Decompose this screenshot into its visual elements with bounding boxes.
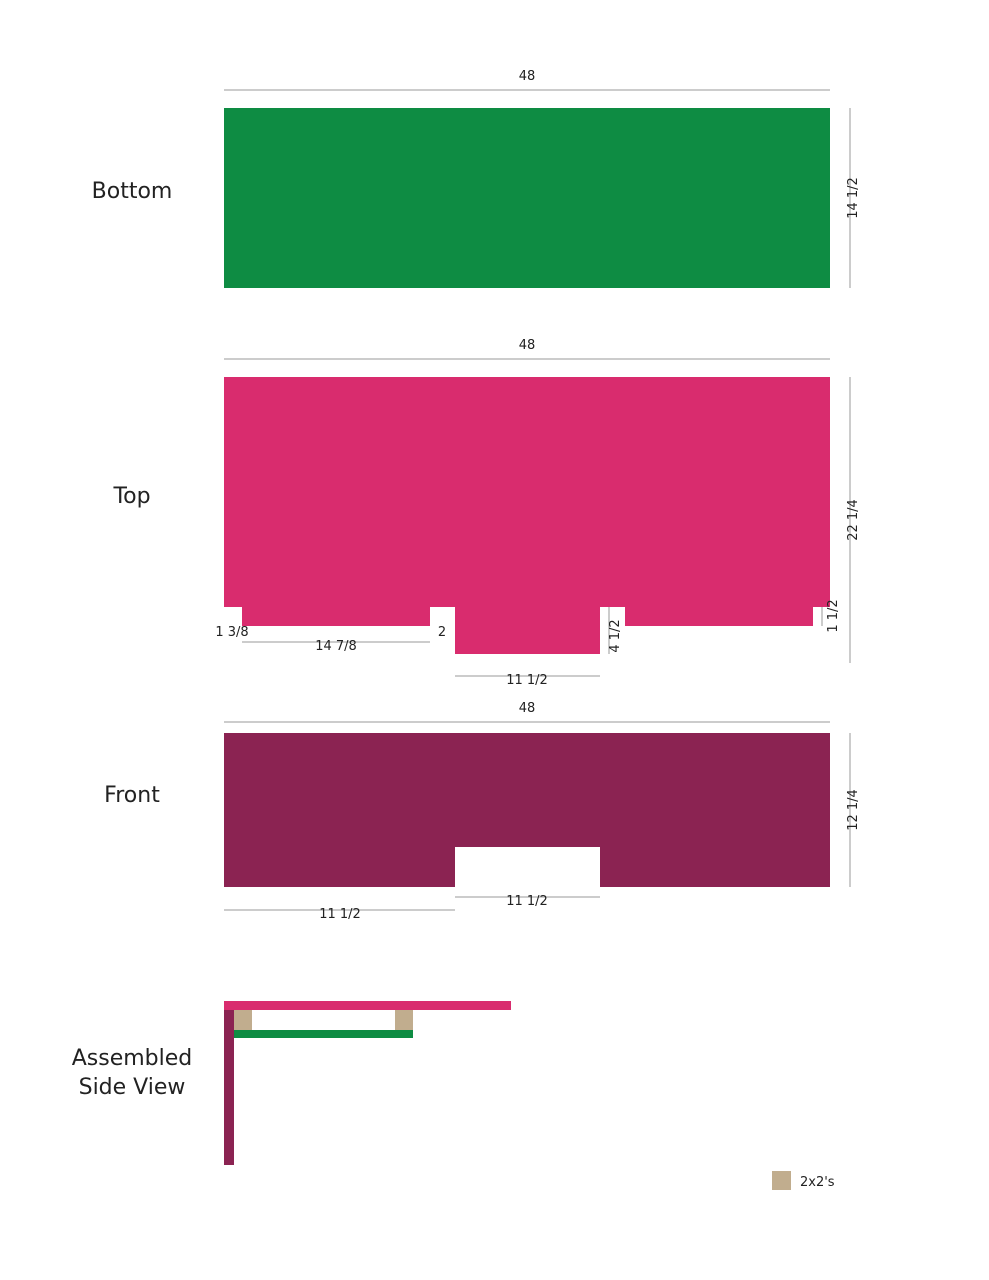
top-title: Top: [112, 484, 150, 509]
top-gap-label: 2: [438, 625, 446, 640]
assembled-title-line2: Side View: [79, 1075, 186, 1100]
bottom-panel: [224, 108, 830, 288]
front-width-label: 48: [519, 701, 536, 716]
assembled-top-piece: [224, 1001, 511, 1010]
bottom-title: Bottom: [92, 179, 173, 204]
top-height-label: 22 1/4: [846, 499, 861, 541]
top-center-tab-width-label: 11 1/2: [506, 673, 548, 688]
assembled-title-line1: Assembled: [72, 1046, 193, 1071]
top-center-tab-depth-label: 4 1/2: [608, 619, 623, 652]
top-tab-width-label: 14 7/8: [315, 639, 357, 654]
legend-2x2-swatch-icon: [772, 1171, 791, 1190]
front-height-label: 12 1/4: [846, 789, 861, 831]
front-left-span-label: 11 1/2: [319, 907, 361, 922]
top-notch-depth-label: 1 1/2: [826, 599, 841, 632]
legend-2x2-label: 2x2's: [800, 1175, 835, 1190]
front-panel: [224, 733, 830, 887]
assembled-2x2-left: [234, 1010, 252, 1030]
top-panel: [224, 377, 830, 654]
bottom-height-label: 14 1/2: [846, 177, 861, 219]
assembled-bottom-piece: [234, 1030, 413, 1038]
top-notch-offset-label: 1 3/8: [215, 625, 248, 640]
top-width-label: 48: [519, 338, 536, 353]
assembled-2x2-right: [395, 1010, 413, 1030]
bottom-width-label: 48: [519, 69, 536, 84]
front-title: Front: [104, 783, 160, 808]
assembled-front-piece: [224, 1001, 234, 1165]
front-cutout-width-label: 11 1/2: [506, 894, 548, 909]
